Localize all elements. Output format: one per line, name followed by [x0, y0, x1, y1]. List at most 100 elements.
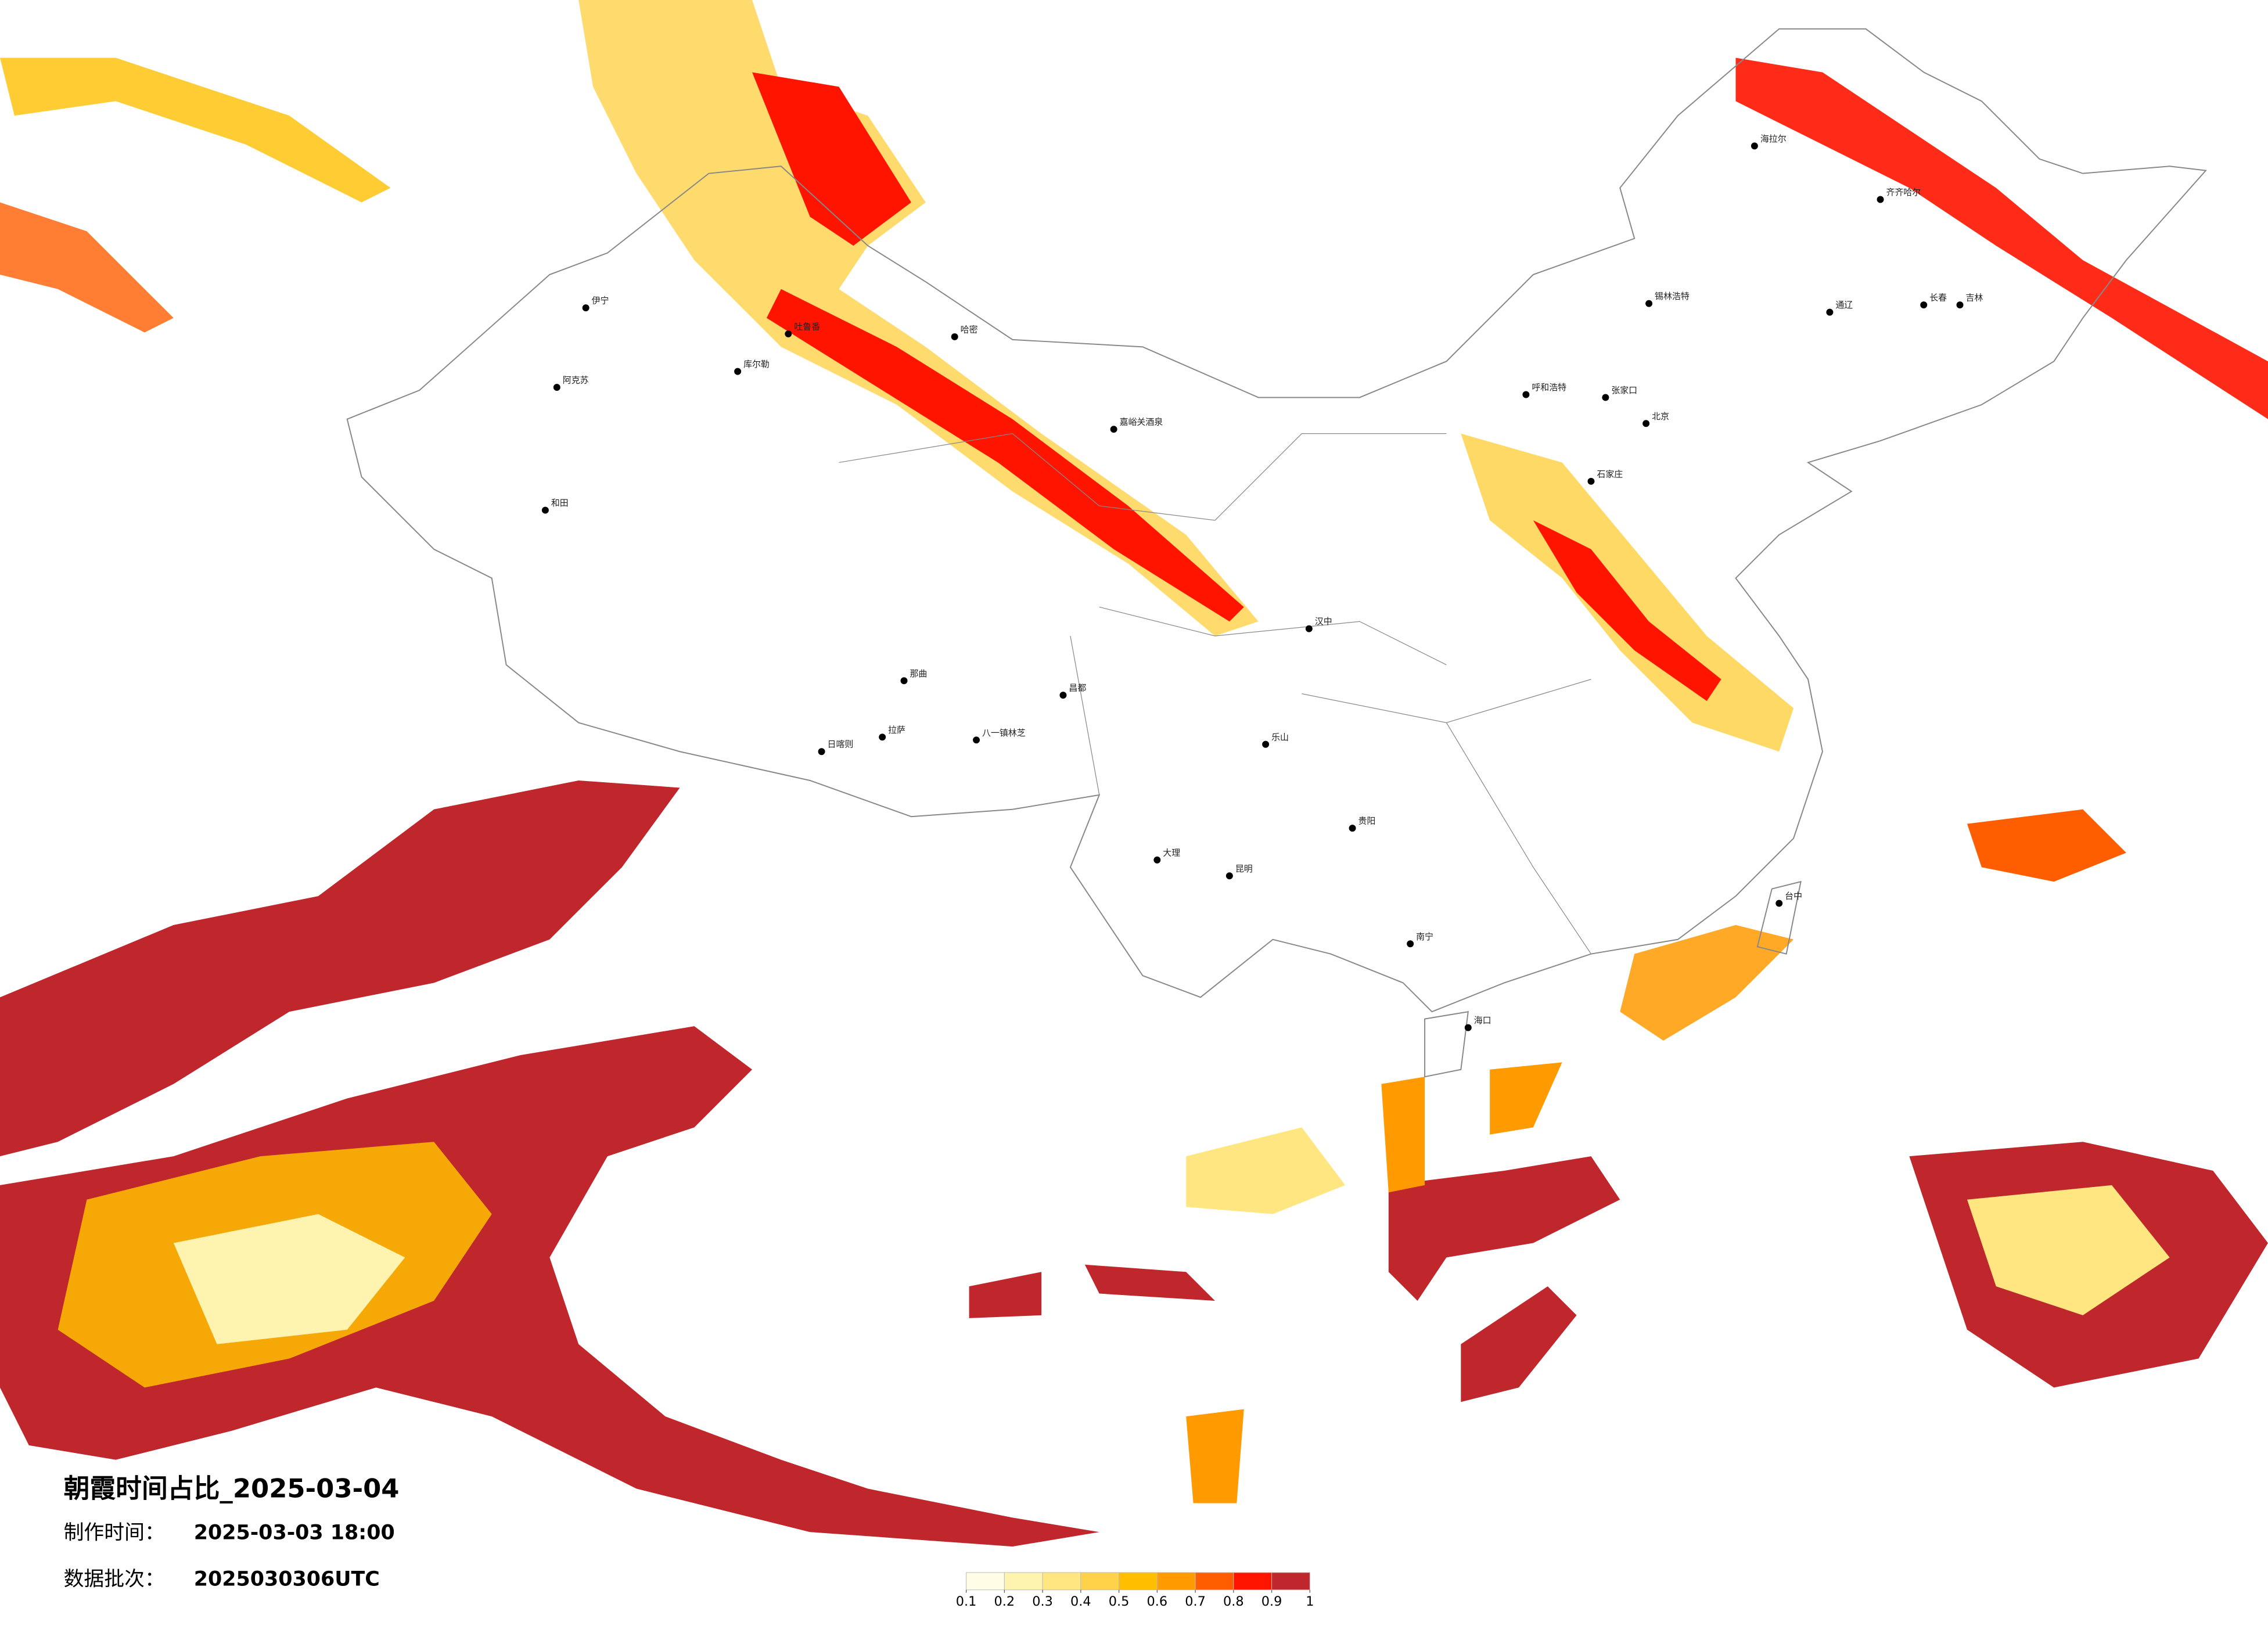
legend-swatch [1156, 1572, 1196, 1591]
heat-band [1186, 1127, 1346, 1214]
city-dot [818, 748, 825, 756]
island-border [1424, 1011, 1469, 1078]
city-label: 八一镇林芝 [982, 728, 1026, 738]
city-dot [1110, 426, 1117, 433]
heat-band [969, 1264, 1215, 1318]
city-dot [1305, 625, 1313, 632]
city-label: 伊宁 [592, 296, 609, 306]
city-label: 昆明 [1235, 864, 1253, 874]
city-label: 海拉尔 [1760, 134, 1787, 144]
heat-band [1186, 1409, 1244, 1503]
city-label: 海口 [1474, 1015, 1491, 1026]
city-label: 阿克苏 [563, 375, 589, 386]
city-dot [1587, 477, 1595, 485]
legend-tick-label: 0.2 [994, 1594, 1015, 1609]
city-label: 拉萨 [888, 725, 905, 735]
city-dot [973, 736, 980, 744]
legend-tick-label: 0.1 [956, 1594, 977, 1609]
city-dot [1059, 692, 1067, 699]
city-label: 那曲 [910, 668, 927, 679]
legend-swatch [966, 1572, 1005, 1591]
city-dot [734, 368, 742, 375]
city-label: 吐鲁番 [794, 321, 820, 332]
city-label: 和田 [551, 498, 569, 508]
city-dot [1775, 900, 1783, 907]
city-dot [1956, 301, 1964, 309]
city-label: 库尔勒 [743, 359, 770, 369]
city-dot [1920, 301, 1928, 309]
legend-swatch [1004, 1572, 1043, 1591]
city-dot [582, 304, 590, 312]
map-title: 朝霞时间占比_2025-03-04 [64, 1473, 400, 1504]
city-label: 嘉峪关酒泉 [1120, 417, 1163, 427]
legend-swatch [1042, 1572, 1081, 1591]
city-label: 石家庄 [1597, 469, 1623, 479]
legend-swatch [1271, 1572, 1310, 1591]
legend-tick-label: 0.8 [1223, 1594, 1244, 1609]
heat-band [0, 202, 174, 333]
city-dot [1826, 308, 1834, 316]
city-dot [1877, 196, 1884, 203]
info-label: 制作时间： [64, 1521, 165, 1545]
city-label: 台中 [1785, 891, 1802, 901]
city-dot [1349, 825, 1356, 832]
heat-band [1533, 520, 1721, 702]
legend-swatch [1195, 1572, 1234, 1591]
city-dot [541, 506, 549, 514]
city-label: 通辽 [1835, 300, 1853, 310]
city-label: 哈密 [961, 324, 978, 334]
city-dot [1645, 300, 1653, 307]
city-dot [1464, 1024, 1472, 1031]
legend-tick-label: 1 [1306, 1594, 1314, 1609]
legend-swatch [1080, 1572, 1120, 1591]
city-dot [1262, 740, 1270, 748]
legend: 0.1 0.2 0.3 0.4 0.5 0.6 0.7 0.8 0.9 1 [956, 1572, 1314, 1609]
city-dot [785, 330, 792, 337]
legend-tick-label: 0.5 [1109, 1594, 1130, 1609]
city-dot [1522, 391, 1530, 398]
heat-band [1735, 57, 2268, 419]
heat-band [0, 57, 391, 203]
legend-tick-label: 0.7 [1185, 1594, 1206, 1609]
heat-band [1967, 1185, 2170, 1315]
heat-band [1620, 924, 1794, 1041]
heat-band [1388, 1156, 1620, 1301]
heat-band [752, 72, 911, 246]
heat-band [1461, 1286, 1577, 1402]
legend-tick-label: 0.3 [1032, 1594, 1053, 1609]
city-label: 乐山 [1271, 732, 1289, 742]
heat-band [1381, 1062, 1562, 1193]
borders [346, 28, 2207, 1078]
heat-field [0, 0, 2268, 1547]
legend-swatch [1119, 1572, 1158, 1591]
city-label: 昌都 [1069, 683, 1086, 693]
info-value: 2025-03-03 18:00 [194, 1521, 395, 1545]
info-value: 2025030306UTC [194, 1567, 380, 1591]
city-dot [951, 333, 958, 340]
city-label: 南宁 [1416, 931, 1433, 942]
legend-tick-label: 0.9 [1261, 1594, 1282, 1609]
heat-band [766, 289, 1244, 622]
heat-band [1967, 809, 2126, 882]
city-label: 汉中 [1315, 616, 1332, 627]
city-label: 长春 [1929, 293, 1947, 303]
city-dot [1602, 394, 1609, 401]
city-label: 北京 [1652, 411, 1669, 422]
legend-tick-label: 0.4 [1070, 1594, 1091, 1609]
city-label: 锡林浩特 [1655, 291, 1690, 301]
city-label: 日喀则 [828, 739, 854, 750]
city-dot [1153, 856, 1161, 864]
heat-band [0, 780, 680, 1157]
info-label: 数据批次： [64, 1567, 165, 1591]
city-label: 张家口 [1611, 385, 1637, 395]
city-label: 大理 [1163, 847, 1180, 858]
city-dot [1642, 420, 1650, 427]
city-dot [553, 384, 560, 391]
heat-band [173, 1214, 405, 1344]
city-dot [1751, 142, 1758, 150]
city-label: 齐齐哈尔 [1886, 187, 1921, 197]
city-dot [900, 677, 908, 685]
city-dot [1407, 940, 1414, 948]
